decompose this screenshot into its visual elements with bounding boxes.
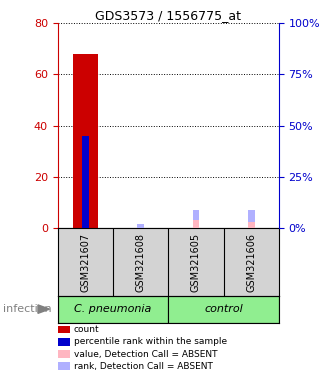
Bar xyxy=(168,296,279,323)
Text: control: control xyxy=(204,304,243,314)
Bar xyxy=(193,210,199,220)
Bar xyxy=(82,136,89,228)
Text: rank, Detection Call = ABSENT: rank, Detection Call = ABSENT xyxy=(74,362,213,371)
Bar xyxy=(73,54,98,228)
Bar xyxy=(58,296,168,323)
Text: percentile rank within the sample: percentile rank within the sample xyxy=(74,337,227,346)
Bar xyxy=(137,224,144,228)
Title: GDS3573 / 1556775_at: GDS3573 / 1556775_at xyxy=(95,9,241,22)
Text: GSM321607: GSM321607 xyxy=(81,233,90,291)
Text: infection: infection xyxy=(3,304,52,314)
Bar xyxy=(248,222,254,228)
Bar xyxy=(248,210,254,222)
Bar xyxy=(193,220,199,228)
Text: C. pneumonia: C. pneumonia xyxy=(74,304,152,314)
Text: GSM321606: GSM321606 xyxy=(246,233,256,291)
Text: GSM321608: GSM321608 xyxy=(136,233,146,291)
Text: value, Detection Call = ABSENT: value, Detection Call = ABSENT xyxy=(74,349,217,359)
Text: count: count xyxy=(74,325,99,334)
Text: GSM321605: GSM321605 xyxy=(191,233,201,291)
